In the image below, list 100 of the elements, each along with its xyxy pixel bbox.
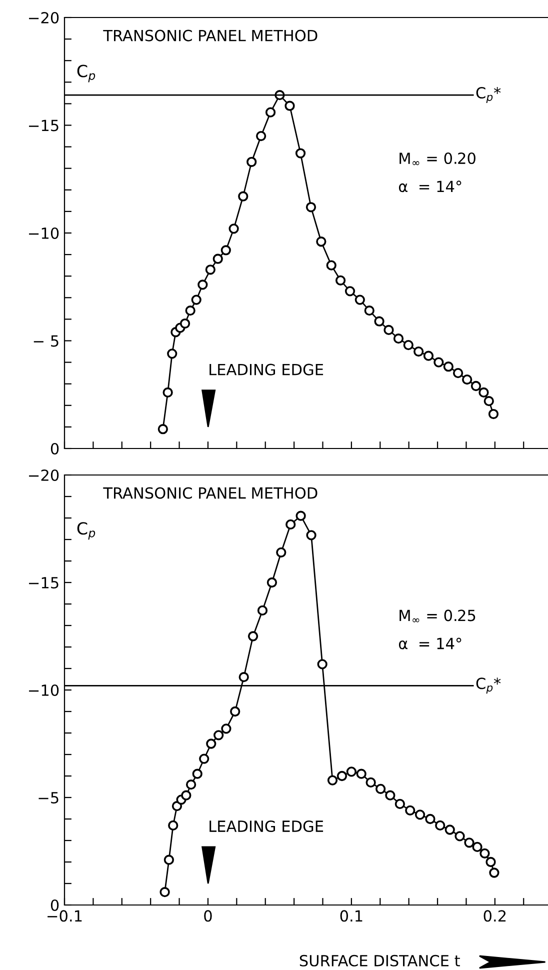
x-tick-label: 0.2 — [484, 910, 506, 922]
point — [356, 768, 366, 779]
point — [168, 820, 178, 831]
point — [414, 346, 424, 357]
point — [248, 631, 258, 642]
point — [186, 780, 196, 790]
y-tick-label: −20 — [29, 12, 59, 24]
point — [199, 754, 210, 764]
point — [265, 107, 276, 118]
annotation: TRANSONIC PANEL METHOD — [103, 487, 318, 499]
annotation: LEADING EDGE — [210, 820, 324, 832]
point — [488, 408, 499, 420]
y-tick-label: 0 — [50, 442, 59, 455]
point — [238, 191, 248, 202]
point — [162, 387, 173, 398]
point — [414, 810, 426, 820]
ref-line-label: C$_{p}$* — [476, 678, 501, 694]
point — [354, 294, 365, 305]
point — [164, 854, 174, 865]
point — [405, 805, 416, 816]
point — [452, 368, 464, 378]
point — [295, 148, 306, 158]
point — [205, 264, 216, 275]
point — [284, 100, 295, 111]
point — [317, 659, 328, 670]
point — [385, 790, 396, 800]
point — [181, 790, 192, 800]
annotation: α = 14° — [398, 180, 462, 192]
annotation: TRANSONIC PANEL METHOD — [103, 30, 318, 42]
annotation: LEADING EDGE — [210, 364, 324, 376]
y-tick-label: −15 — [29, 120, 58, 132]
point — [212, 254, 223, 264]
point — [434, 357, 444, 368]
point — [286, 519, 296, 530]
point — [470, 380, 482, 392]
point — [364, 306, 374, 316]
point — [423, 350, 434, 361]
point — [374, 316, 384, 326]
ref-line-label: C$_{p}$* — [476, 86, 501, 104]
point — [180, 318, 190, 329]
point — [266, 577, 278, 588]
y-tick-label: −15 — [29, 577, 58, 589]
point — [444, 824, 455, 835]
point — [486, 856, 496, 868]
point — [394, 798, 406, 810]
annotation: M$_{∞}$ = 0.25 — [400, 610, 476, 622]
point — [192, 768, 202, 779]
point — [158, 424, 168, 434]
point — [160, 887, 170, 898]
point — [230, 706, 240, 717]
point — [393, 334, 404, 344]
y-tick-label: −5 — [38, 792, 58, 804]
point — [316, 236, 326, 247]
y-axis-title: C$_{p}$ — [77, 64, 96, 82]
point — [375, 784, 386, 794]
point — [326, 260, 336, 270]
y-tick-label: − 5 — [34, 335, 58, 347]
x-axis-title: SURFACE DISTANCE t — [300, 954, 460, 966]
point — [344, 286, 356, 296]
point — [228, 224, 239, 234]
point — [327, 775, 338, 786]
point — [480, 848, 490, 858]
x-tick-label: 0 — [204, 910, 212, 922]
point — [366, 777, 376, 788]
point — [191, 294, 202, 305]
point — [489, 868, 500, 878]
y-tick-label: 0 — [50, 899, 59, 912]
point — [454, 831, 465, 842]
point — [464, 838, 474, 848]
point — [257, 605, 268, 616]
point — [306, 530, 316, 540]
point — [220, 245, 231, 256]
annotation: α = 14° — [398, 638, 462, 650]
point — [167, 348, 178, 359]
y-tick-label: −10 — [29, 227, 59, 240]
point — [478, 387, 489, 398]
point — [472, 842, 482, 852]
point — [185, 306, 196, 316]
point — [246, 156, 257, 167]
point — [206, 738, 216, 749]
y-tick-label: −20 — [29, 469, 59, 482]
annotation: M$_{∞}$ = 0.20 — [400, 152, 476, 166]
x-tick-label: 0.1 — [340, 910, 362, 922]
point — [403, 340, 414, 350]
point — [238, 672, 249, 682]
point — [306, 202, 316, 212]
point — [425, 814, 436, 824]
point — [256, 130, 266, 142]
point — [214, 730, 224, 740]
point — [276, 547, 286, 558]
y-tick-label: −10 — [29, 684, 59, 696]
point — [346, 766, 357, 777]
point — [296, 510, 306, 521]
point — [198, 280, 208, 290]
point — [384, 324, 394, 336]
point — [221, 724, 232, 734]
point — [336, 770, 348, 782]
point — [462, 374, 472, 385]
point — [335, 275, 346, 286]
y-axis-title: C$_{p}$ — [77, 522, 96, 540]
